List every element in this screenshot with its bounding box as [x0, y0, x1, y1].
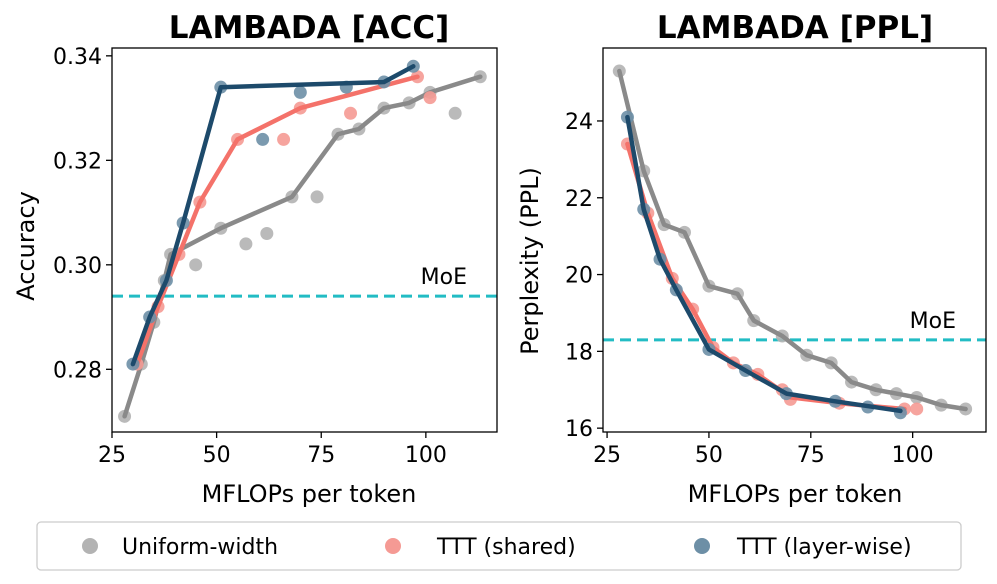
perplexity-x-axis-label: MFLOPs per token	[688, 480, 903, 508]
moe-label: MoE	[421, 265, 467, 290]
legend-label: Uniform-width	[122, 535, 278, 560]
y-tick-label: 18	[565, 340, 593, 365]
series-line	[617, 68, 968, 412]
legend-frame	[36, 521, 962, 571]
accuracy-series	[118, 59, 487, 423]
x-tick-label: 50	[695, 443, 723, 468]
data-point	[910, 402, 924, 416]
y-tick-label: 20	[565, 264, 593, 289]
accuracy-chart-title: LAMBADA [ACC]	[169, 10, 450, 46]
series-line	[625, 114, 903, 414]
legend-label: TTT (shared)	[436, 535, 576, 560]
accuracy-x-axis-label: MFLOPs per token	[202, 480, 417, 508]
data-point	[448, 106, 462, 120]
accuracy-plot-frame	[111, 47, 498, 433]
series-ttt-shared	[130, 70, 437, 371]
y-tick-label: 0.30	[53, 254, 102, 279]
legend-marker	[82, 538, 98, 554]
perplexity-panel: LAMBADA [PPL] Perplexity (PPL) MFLOPs pe…	[516, 10, 987, 508]
series-ttt-layer-wise	[620, 110, 907, 420]
data-point	[344, 106, 358, 120]
accuracy-ticks: 25 50 75 100 0.28 0.30 0.32 0.34	[53, 45, 447, 468]
perplexity-ticks: 25 50 75 100 16 18 20 22 24	[565, 110, 934, 468]
accuracy-panel: LAMBADA [ACC] Accuracy MFLOPs per token …	[12, 10, 498, 508]
perplexity-chart-title: LAMBADA [PPL]	[657, 10, 933, 46]
legend-marker	[385, 538, 401, 554]
series-ttt-shared	[620, 137, 924, 416]
x-tick-label: 75	[307, 443, 335, 468]
y-tick-label: 0.32	[53, 149, 102, 174]
x-tick-label: 75	[797, 443, 825, 468]
perplexity-y-axis-label: Perplexity (PPL)	[516, 167, 544, 355]
data-point	[256, 132, 270, 146]
legend-label: TTT (layer-wise)	[736, 535, 912, 560]
accuracy-moe-reference: MoE	[112, 265, 497, 298]
x-tick-label: 100	[405, 443, 447, 468]
accuracy-y-axis-label: Accuracy	[12, 191, 40, 301]
series-line	[134, 74, 420, 367]
series-uniform-width	[118, 70, 487, 423]
y-tick-label: 16	[565, 417, 593, 442]
legend-item-ttt-layer-wise: TTT (layer-wise)	[694, 535, 912, 560]
y-tick-label: 24	[565, 110, 593, 135]
series-line	[130, 64, 416, 367]
data-point	[293, 85, 307, 99]
legend-item-ttt-shared: TTT (shared)	[385, 535, 576, 560]
data-point	[310, 190, 324, 204]
moe-label: MoE	[910, 309, 956, 334]
y-tick-label: 22	[565, 187, 593, 212]
data-point	[260, 226, 274, 240]
data-point	[423, 91, 437, 105]
x-tick-label: 50	[203, 443, 231, 468]
legend-item-uniform-width: Uniform-width	[82, 535, 278, 560]
data-point	[239, 237, 253, 251]
x-tick-label: 100	[892, 443, 934, 468]
legend-marker	[694, 538, 710, 554]
series-ttt-layer-wise	[126, 59, 420, 371]
data-point	[189, 258, 203, 272]
series-uniform-width	[612, 64, 973, 416]
perplexity-plot-frame	[602, 47, 987, 433]
perplexity-moe-reference: MoE	[603, 309, 986, 342]
y-tick-label: 0.34	[53, 45, 102, 70]
x-tick-label: 25	[98, 443, 126, 468]
y-tick-label: 0.28	[53, 358, 102, 383]
data-point	[277, 132, 291, 146]
perplexity-series	[612, 64, 973, 420]
x-tick-label: 25	[593, 443, 621, 468]
legend: Uniform-width TTT (shared) TTT (layer-wi…	[36, 521, 962, 571]
